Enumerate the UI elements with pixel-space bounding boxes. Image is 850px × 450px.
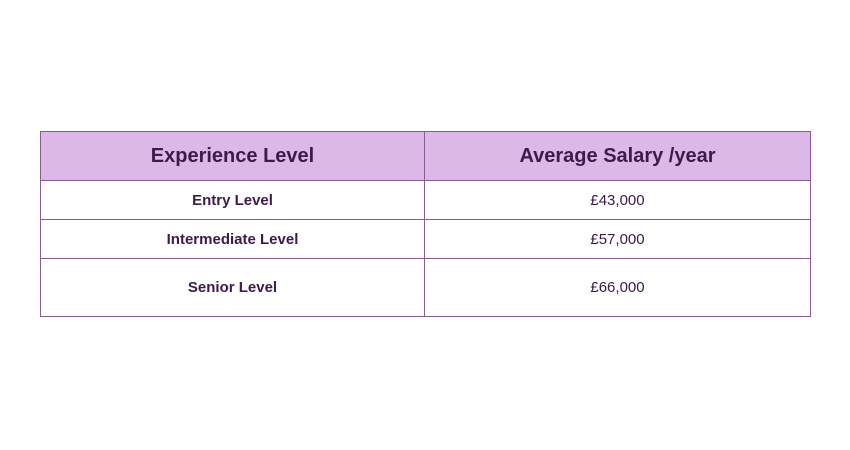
table-row: Intermediate Level £57,000 xyxy=(40,219,811,259)
experience-level-cell: Senior Level xyxy=(40,258,425,317)
table-row: Entry Level £43,000 xyxy=(40,180,811,220)
salary-cell: £57,000 xyxy=(424,219,811,259)
table-header-row: Experience Level Average Salary /year xyxy=(40,131,811,181)
salary-cell: £43,000 xyxy=(424,180,811,220)
salary-table: Experience Level Average Salary /year En… xyxy=(40,131,811,317)
salary-cell: £66,000 xyxy=(424,258,811,317)
header-experience-level: Experience Level xyxy=(40,131,425,181)
experience-level-cell: Intermediate Level xyxy=(40,219,425,259)
table-row: Senior Level £66,000 xyxy=(40,258,811,317)
experience-level-cell: Entry Level xyxy=(40,180,425,220)
header-average-salary: Average Salary /year xyxy=(424,131,811,181)
